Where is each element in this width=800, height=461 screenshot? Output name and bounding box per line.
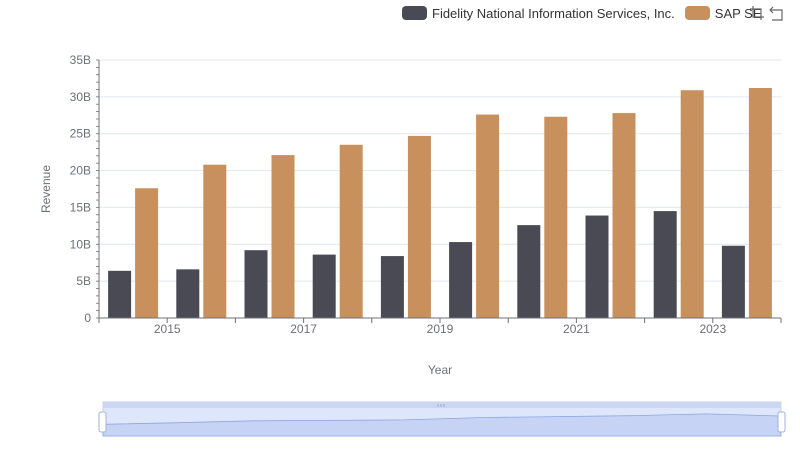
bar-fidelity-2019[interactable] [449, 242, 473, 318]
x-tick-label: 2015 [154, 322, 181, 336]
y-tick-label: 35B [70, 53, 91, 67]
legend: Fidelity National Information Services, … [402, 4, 772, 22]
legend-item-fidelity[interactable]: Fidelity National Information Services, … [402, 6, 675, 21]
bar-fidelity-2017[interactable] [312, 254, 336, 318]
bar-sap-2023[interactable] [748, 88, 772, 318]
bars [108, 88, 772, 319]
bar-fidelity-2014[interactable] [108, 270, 132, 318]
bar-fidelity-2018[interactable] [380, 256, 404, 318]
legend-label-fidelity: Fidelity National Information Services, … [432, 5, 675, 21]
legend-label-sap: SAP SE [714, 5, 762, 21]
y-tick-label: 30B [70, 90, 91, 104]
x-axis-label: Year [428, 363, 452, 377]
y-tick-label: 15B [70, 200, 91, 214]
y-tick-label: 20B [70, 164, 91, 178]
bar-sap-2015[interactable] [203, 164, 227, 318]
bar-sap-2022[interactable] [680, 90, 704, 318]
bar-sap-2017[interactable] [339, 144, 363, 318]
y-tick-label: 5B [76, 274, 91, 288]
bar-sap-2014[interactable] [135, 188, 159, 318]
bar-sap-2016[interactable] [271, 155, 295, 318]
y-tick-label: 25B [70, 127, 91, 141]
x-tick-label: 2019 [427, 322, 454, 336]
data-zoom-handle-right[interactable] [777, 411, 786, 433]
legend-swatch-sap [684, 6, 710, 20]
gridlines [99, 59, 781, 282]
zoom-reset-icon[interactable] [768, 4, 786, 22]
bar-fidelity-2015[interactable] [176, 269, 200, 318]
y-tick-label: 0 [84, 311, 91, 325]
bar-sap-2018[interactable] [407, 135, 431, 318]
data-zoom-move-bar[interactable] [103, 402, 781, 408]
data-zoom-handle-left[interactable] [98, 411, 107, 433]
bar-sap-2021[interactable] [612, 113, 636, 319]
legend-item-sap[interactable]: SAP SE [684, 5, 762, 21]
x-tick-label: 2017 [290, 322, 317, 336]
zoom-icon[interactable] [748, 4, 766, 22]
data-zoom-slider [98, 401, 786, 437]
x-axis: 2015 2017 2019 2021 2023 [98, 317, 782, 336]
x-tick-label: 2023 [699, 322, 726, 336]
bar-sap-2019[interactable] [476, 114, 500, 318]
bar-fidelity-2022[interactable] [653, 211, 677, 318]
legend-swatch-fidelity [402, 6, 427, 20]
bar-fidelity-2023[interactable] [721, 245, 745, 318]
data-zoom-grip-icon[interactable] [437, 404, 445, 407]
bar-fidelity-2016[interactable] [244, 250, 268, 318]
bar-fidelity-2021[interactable] [585, 215, 609, 318]
y-axis-label: Revenue [39, 165, 53, 213]
y-axis: 0 5B 10B 15B 20B 25B 30B 35B [70, 53, 100, 325]
data-zoom-track[interactable] [102, 401, 782, 437]
toolbox [746, 4, 786, 22]
x-tick-label: 2021 [563, 322, 590, 336]
bar-sap-2020[interactable] [544, 116, 568, 318]
data-zoom-preview [102, 413, 782, 437]
y-tick-label: 10B [70, 237, 91, 251]
bar-fidelity-2020[interactable] [517, 225, 541, 318]
